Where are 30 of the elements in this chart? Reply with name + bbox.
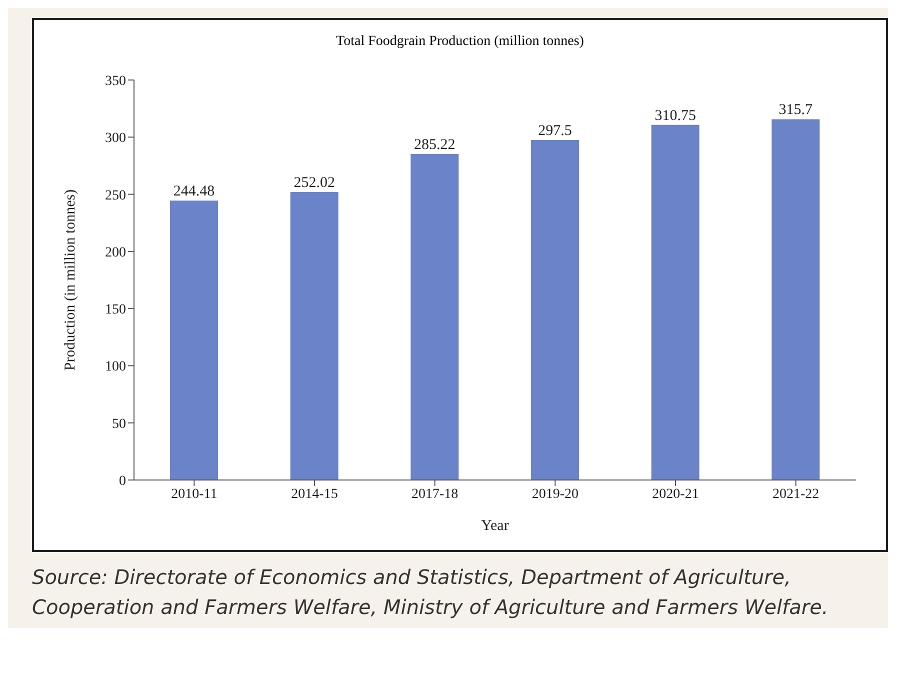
y-tick-label: 350 xyxy=(105,74,126,89)
bar xyxy=(651,124,700,480)
x-tick-label: 2019-20 xyxy=(532,486,579,502)
data-label: 285.22 xyxy=(414,137,456,154)
bar xyxy=(531,140,579,480)
x-axis-title: Year xyxy=(481,518,509,534)
data-label: 310.75 xyxy=(654,108,696,124)
data-label: 315.7 xyxy=(778,102,814,118)
data-label: 297.5 xyxy=(538,123,572,139)
bar xyxy=(290,192,338,480)
chart-title: Total Foodgrain Production (million tonnes) xyxy=(335,34,585,50)
x-tick-label: 2020-21 xyxy=(652,486,699,502)
x-tick-label: 2010-11 xyxy=(171,486,218,502)
y-tick-label: 0 xyxy=(119,474,126,489)
bar xyxy=(410,154,459,480)
source-note: Source: Directorate of Economics and Statistics, Department of Agriculture, Cooperation and Farmers Welfare, Ministry of Agriculture and Farmers Welfare. xyxy=(32,564,830,621)
y-tick-label: 300 xyxy=(105,131,126,146)
y-tick-label: 100 xyxy=(105,360,126,375)
bar xyxy=(772,119,820,480)
y-tick-label: 200 xyxy=(105,245,126,260)
x-tick-label: 2017-18 xyxy=(411,486,458,502)
y-tick-label: 250 xyxy=(105,188,126,204)
y-tick-label: 50 xyxy=(112,416,126,432)
y-tick-label: 150 xyxy=(105,302,126,318)
data-label: 244.48 xyxy=(173,184,215,200)
y-axis-title: Production (in million tonnes) xyxy=(62,189,78,371)
bar xyxy=(170,200,218,480)
x-tick-label: 2021-22 xyxy=(772,486,820,502)
x-tick-label: 2014-15 xyxy=(291,486,338,502)
data-label: 252.02 xyxy=(294,174,335,191)
